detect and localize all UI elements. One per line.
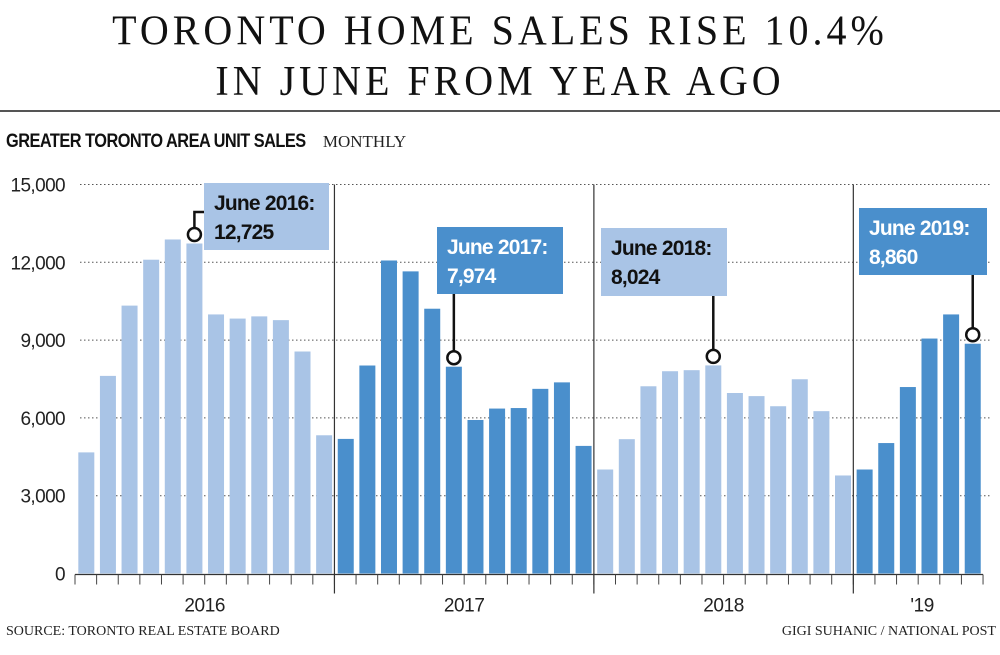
bar-2016-jan	[78, 452, 95, 574]
bar-2016-oct	[272, 320, 289, 574]
bar-2017-may	[424, 308, 441, 574]
y-tick-label: 0	[55, 565, 65, 586]
bar-2018-nov	[813, 411, 830, 574]
annotation-value: 8,860	[869, 246, 918, 269]
annotation-label: June 2016:	[214, 192, 315, 215]
y-tick-label: 6,000	[20, 409, 65, 430]
bar-19-may	[943, 314, 960, 574]
bar-2018-mar	[640, 386, 657, 574]
bar-2016-feb	[99, 375, 116, 574]
bar-2016-mar	[121, 305, 138, 574]
chart-subtitle: GREATER TORONTO AREA UNIT SALES MONTHLY	[6, 131, 406, 153]
bar-2018-jun	[705, 365, 722, 574]
annotation-box	[437, 227, 563, 294]
bar-2016-jun	[186, 243, 203, 574]
bar-2018-oct	[791, 379, 808, 574]
annotation-june-19: June 2019: 8,860	[859, 208, 987, 343]
y-tick-label: 9,000	[20, 331, 65, 352]
bar-2017-apr	[402, 271, 419, 574]
year-label: 2016	[184, 596, 225, 617]
annotation-june-2017: June 2017: 7,974	[437, 227, 563, 366]
bar-2017-sep	[510, 408, 527, 574]
bar-2018-jan	[597, 469, 614, 574]
annotation-marker	[446, 349, 462, 366]
bar-2016-jul	[208, 314, 225, 574]
bar-2017-aug	[489, 408, 506, 574]
bar-2016-apr	[143, 259, 160, 574]
bar-2017-mar	[380, 260, 397, 574]
annotation-june-2016: June 2016: 12,725	[186, 183, 329, 250]
annotation-label: June 2019:	[869, 217, 970, 240]
bar-2017-jul	[467, 419, 484, 574]
bar-2017-jan	[337, 438, 354, 574]
bar-2018-jul	[726, 393, 743, 574]
annotation-june-2018: June 2018: 8,024	[601, 228, 727, 365]
y-tick-label: 12,000	[10, 253, 65, 274]
bars	[78, 239, 981, 574]
bar-2017-nov	[553, 382, 570, 574]
annotation-box	[859, 208, 987, 275]
annotation-box	[204, 183, 329, 250]
bar-2016-nov	[294, 351, 311, 574]
bar-2016-aug	[229, 318, 246, 574]
annotation-marker	[964, 326, 981, 343]
annotation-label: June 2017:	[447, 236, 548, 259]
y-axis: 0 3,000 6,000 9,000 12,000 15,000	[10, 176, 65, 586]
headline-rule	[0, 110, 1000, 112]
annotation-leader-line	[193, 210, 204, 228]
headline: TORONTO HOME SALES RISE 10.4% IN JUNE FR…	[0, 6, 1000, 107]
bar-2016-dec	[316, 435, 333, 574]
headline-line-1: TORONTO HOME SALES RISE 10.4%	[112, 6, 888, 54]
headline-line-2: IN JUNE FROM YEAR AGO	[215, 57, 785, 105]
bar-2017-jun	[445, 366, 462, 574]
annotation-value: 12,725	[214, 221, 275, 244]
x-axis: 2016 2017 2018 '19	[74, 184, 984, 617]
annotations: June 2016: 12,725 June 2017: 7,974 June 2018…	[186, 183, 987, 366]
annotation-value: 8,024	[611, 266, 661, 289]
annotation-marker	[186, 226, 203, 243]
chart-title: GREATER TORONTO AREA UNIT SALES	[6, 131, 306, 152]
bar-2016-may	[164, 239, 181, 574]
bar-2018-aug	[748, 396, 765, 574]
bar-2018-apr	[662, 371, 679, 574]
source-note: SOURCE: TORONTO REAL ESTATE BOARD	[6, 624, 280, 639]
bar-19-feb	[878, 443, 895, 574]
bar-19-jan	[856, 469, 873, 574]
bar-2018-dec	[835, 475, 852, 574]
year-label: '19	[910, 596, 934, 617]
bar-2017-oct	[532, 388, 549, 574]
y-tick-label: 15,000	[10, 176, 65, 197]
annotation-box	[601, 228, 727, 296]
bar-2016-sep	[251, 316, 268, 574]
chart-frequency: MONTHLY	[322, 132, 407, 151]
annotation-value: 7,974	[447, 265, 497, 288]
annotation-marker	[705, 348, 722, 365]
bar-2017-dec	[575, 445, 592, 574]
year-label: 2018	[703, 596, 744, 617]
bar-2018-may	[683, 370, 700, 574]
bar-19-apr	[921, 338, 938, 574]
bar-2017-feb	[359, 365, 376, 574]
bar-19-mar	[899, 387, 916, 574]
y-tick-label: 3,000	[20, 487, 65, 508]
year-label: 2017	[444, 596, 485, 617]
bar-19-jun	[964, 343, 981, 574]
bar-2018-sep	[770, 406, 787, 574]
credit-note: GIGI SUHANIC / NATIONAL POST	[781, 624, 996, 639]
bar-2018-feb	[618, 439, 635, 574]
annotation-label: June 2018:	[611, 237, 712, 260]
